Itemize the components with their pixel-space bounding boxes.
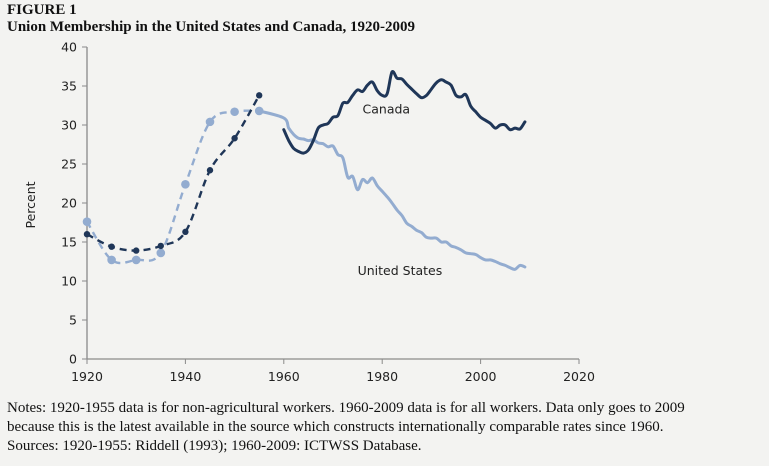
data-point-1925 — [107, 255, 116, 265]
y-tick-label: 25 — [61, 157, 77, 172]
y-tick-label: 15 — [61, 235, 77, 250]
x-tick-label: 1960 — [268, 369, 300, 384]
axes: 0 5 10 15 20 25 30 35 40 1920 1940 1960 1980 2000 2020 — [61, 40, 595, 385]
union-membership-chart: 0 5 10 15 20 25 30 35 40 1920 1940 1960 1980 2000 2020… — [23, 40, 595, 385]
series-line — [85, 109, 260, 265]
x-tick-label: 1980 — [366, 369, 398, 384]
figure-label: FIGURE 1 — [7, 2, 77, 18]
y-tick-label: 20 — [61, 196, 77, 211]
figure-notes: Notes: 1920-1955 data is for non-agricul… — [7, 399, 767, 456]
data-point-1955 — [254, 106, 264, 116]
data-point-1945 — [205, 117, 215, 127]
x-tick-label: 1920 — [71, 369, 103, 384]
data-point-1920 — [82, 217, 92, 227]
y-tick-label: 10 — [61, 274, 77, 289]
series-line — [257, 109, 527, 271]
y-axis-label: Percent — [23, 181, 38, 228]
series-canada-1960-2009 — [282, 69, 527, 155]
series-united-states-1960-2009 — [257, 109, 527, 271]
y-tick-label: 0 — [69, 352, 77, 367]
y-tick-label: 40 — [61, 40, 77, 55]
series-canada-1920-1955-non-agricultural — [83, 92, 263, 254]
data-point-1930 — [133, 247, 140, 254]
x-tick-label: 2020 — [563, 369, 595, 384]
y-tick-label: 35 — [61, 79, 77, 94]
data-point-1945 — [206, 167, 214, 174]
notes-line: because this is the latest available in … — [7, 419, 664, 435]
figure-title: Union Membership in the United States an… — [7, 19, 415, 35]
x-tick-label: 2000 — [465, 369, 497, 384]
data-point-1920 — [83, 231, 91, 238]
data-point-1935 — [156, 248, 166, 258]
series-line — [86, 94, 261, 252]
annotation-united-states: United States — [358, 263, 443, 278]
data-point-1955 — [256, 92, 263, 99]
y-tick-label: 5 — [69, 313, 77, 328]
data-point-1950 — [230, 107, 239, 117]
series-line — [282, 69, 527, 155]
notes-line: Sources: 1920-1955: Riddell (1993); 1960… — [7, 438, 422, 454]
data-point-1940 — [181, 179, 190, 189]
data-point-1950 — [231, 135, 238, 142]
data-point-1925 — [108, 243, 115, 250]
data-point-1935 — [157, 242, 164, 250]
series-layer — [82, 69, 527, 271]
data-point-1940 — [182, 228, 189, 236]
data-point-1930 — [131, 255, 141, 265]
annotation-canada: Canada — [363, 101, 411, 116]
x-tick-label: 1940 — [169, 369, 201, 384]
series-united-states-1920-1955-non-agricultural — [82, 106, 264, 265]
y-tick-label: 30 — [61, 118, 77, 133]
notes-line: Notes: 1920-1955 data is for non-agricul… — [7, 400, 685, 416]
